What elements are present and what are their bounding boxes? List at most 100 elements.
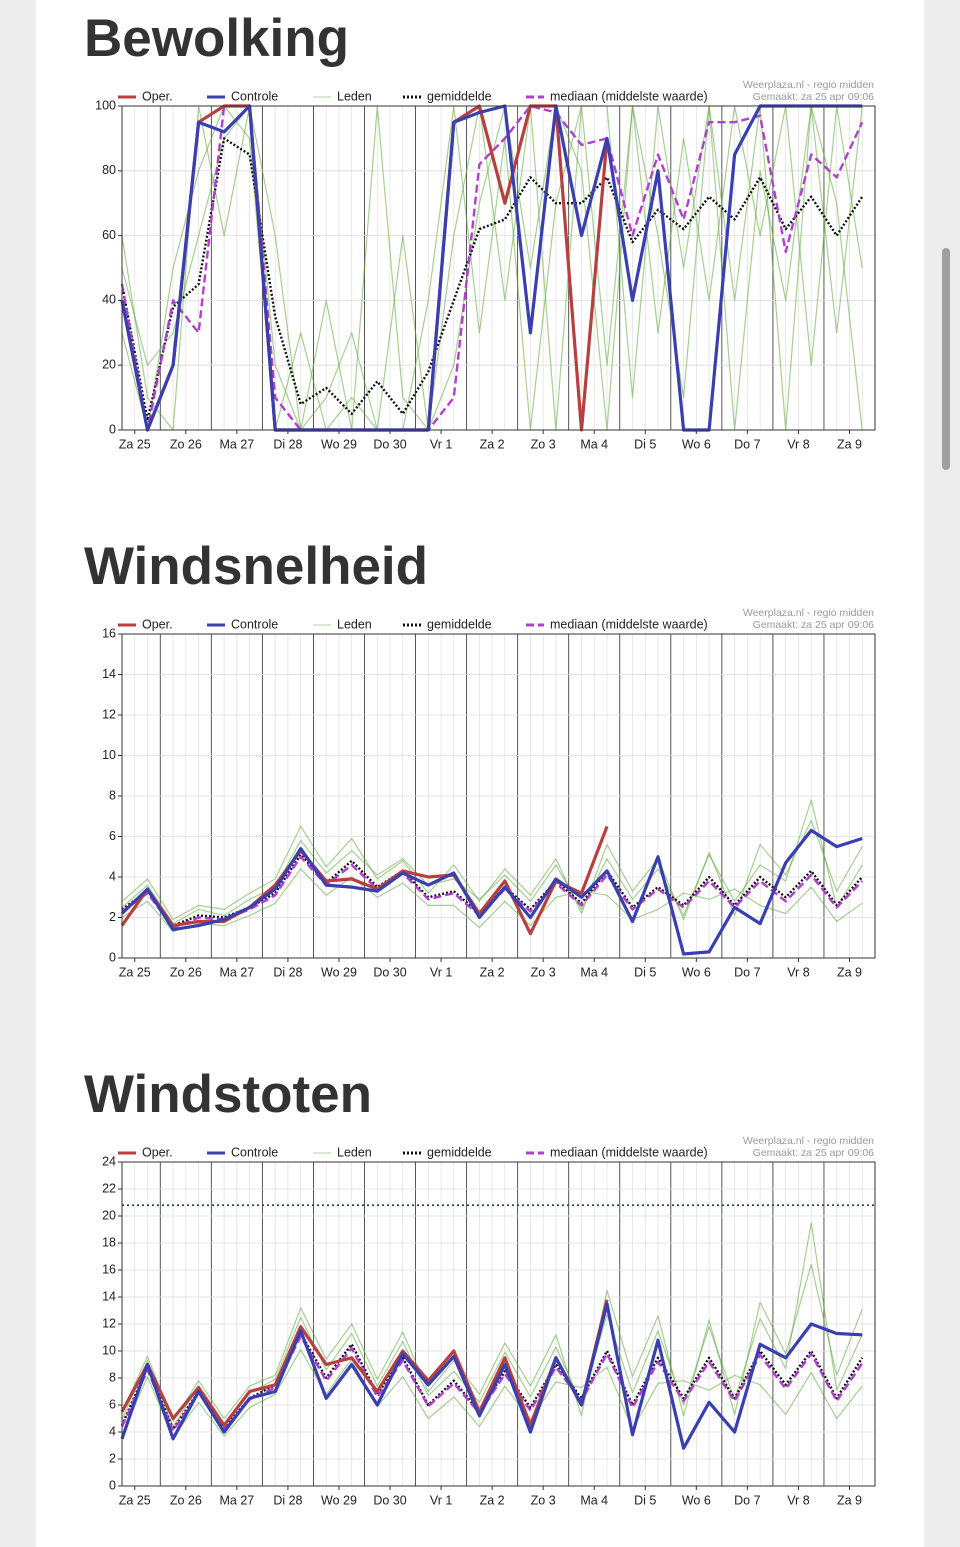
y-tick-label: 18 — [102, 1235, 116, 1249]
series-line — [120, 1302, 863, 1450]
y-tick-label: 2 — [109, 910, 116, 924]
x-tick-label: Do 30 — [373, 437, 406, 451]
x-tick-label: Za 9 — [837, 437, 862, 451]
y-tick-label: 60 — [102, 228, 116, 242]
member-line — [121, 1264, 863, 1422]
y-tick-label: 8 — [109, 1370, 116, 1384]
series-line — [120, 137, 864, 422]
legend-label: Controle — [231, 89, 278, 103]
series-line — [120, 825, 609, 936]
x-tick-label: Do 7 — [734, 437, 760, 451]
legend-label: gemiddelde — [427, 1145, 492, 1159]
y-tick-label: 4 — [109, 869, 116, 883]
x-tick-label: Za 2 — [480, 1493, 505, 1507]
x-tick-label: Za 25 — [119, 965, 151, 979]
legend-label: Oper. — [142, 1145, 173, 1159]
x-tick-label: Do 7 — [734, 965, 760, 979]
source-label: Weerplaza.nl - regio midden — [743, 1135, 874, 1147]
plot-frame — [121, 633, 876, 959]
x-tick-label: Za 25 — [119, 437, 151, 451]
member-line — [121, 105, 863, 431]
legend-label: Controle — [231, 617, 278, 631]
legend-label: Leden — [337, 89, 372, 103]
x-tick-label: Za 9 — [837, 1493, 862, 1507]
y-tick-label: 16 — [102, 1262, 116, 1276]
chart: Bewolking Weerplaza.nl - regio middenGema… — [84, 9, 876, 451]
x-tick-label: Zo 26 — [170, 1493, 202, 1507]
x-tick-label: Vr 8 — [787, 1493, 810, 1507]
y-tick-label: 22 — [102, 1181, 116, 1195]
x-tick-label: Di 28 — [273, 1493, 302, 1507]
legend-label: Leden — [337, 1145, 372, 1159]
source-label: Weerplaza.nl - regio midden — [743, 607, 874, 619]
x-tick-label: Zo 3 — [531, 437, 556, 451]
legend-label: mediaan (middelste waarde) — [550, 89, 708, 103]
y-tick-label: 24 — [102, 1154, 116, 1168]
x-tick-label: Ma 4 — [580, 965, 608, 979]
chart: Windsnelheid Weerplaza.nl - regio middenG… — [84, 537, 876, 979]
x-tick-label: Do 30 — [373, 1493, 406, 1507]
x-tick-label: Ma 4 — [580, 437, 608, 451]
x-tick-label: Do 30 — [373, 965, 406, 979]
member-line — [121, 1349, 863, 1438]
y-tick-label: 6 — [109, 1397, 116, 1411]
x-tick-label: Wo 29 — [321, 965, 357, 979]
series-line — [120, 1299, 609, 1427]
plot-area — [122, 106, 875, 430]
made-label: Gemaakt: za 25 apr 09:06 — [753, 1147, 875, 1159]
scrollbar[interactable] — [942, 248, 950, 470]
y-tick-label: 8 — [109, 788, 116, 802]
y-tick-label: 80 — [102, 163, 116, 177]
y-tick-label: 10 — [102, 748, 116, 762]
x-tick-label: Ma 27 — [219, 437, 254, 451]
legend-label: Leden — [337, 617, 372, 631]
x-tick-label: Zo 3 — [531, 1493, 556, 1507]
y-tick-label: 12 — [102, 1316, 116, 1330]
x-tick-label: Di 5 — [634, 965, 656, 979]
y-tick-label: 6 — [109, 829, 116, 843]
x-tick-label: Vr 1 — [430, 1493, 453, 1507]
chart-title: Bewolking — [84, 9, 349, 68]
legend-label: gemiddelde — [427, 89, 492, 103]
y-tick-label: 16 — [102, 626, 116, 640]
y-tick-label: 40 — [102, 293, 116, 307]
x-tick-label: Za 2 — [480, 965, 505, 979]
series-line — [120, 104, 863, 432]
legend-label: Controle — [231, 1145, 278, 1159]
chart-title: Windstoten — [84, 1065, 372, 1124]
legend-label: Oper. — [142, 89, 173, 103]
x-tick-label: Di 5 — [634, 437, 656, 451]
x-tick-label: Zo 3 — [531, 965, 556, 979]
member-line — [121, 868, 863, 933]
legend-label: mediaan (middelste waarde) — [550, 617, 708, 631]
legend-label: Oper. — [142, 617, 173, 631]
y-tick-label: 0 — [109, 1478, 116, 1492]
x-tick-label: Za 9 — [837, 965, 862, 979]
x-tick-label: Wo 6 — [682, 1493, 711, 1507]
x-tick-label: Di 28 — [273, 437, 302, 451]
x-tick-label: Di 5 — [634, 1493, 656, 1507]
y-tick-label: 0 — [109, 422, 116, 436]
series-line — [120, 828, 863, 956]
y-tick-label: 2 — [109, 1451, 116, 1465]
y-tick-label: 20 — [102, 1208, 116, 1222]
x-tick-label: Vr 8 — [787, 437, 810, 451]
y-tick-label: 4 — [109, 1424, 116, 1438]
x-tick-label: Vr 1 — [430, 965, 453, 979]
made-label: Gemaakt: za 25 apr 09:06 — [753, 91, 875, 103]
plot-frame — [121, 105, 876, 431]
x-tick-label: Vr 8 — [787, 965, 810, 979]
chart-title: Windsnelheid — [84, 537, 428, 596]
x-tick-label: Wo 29 — [321, 437, 357, 451]
y-tick-label: 14 — [102, 1289, 116, 1303]
x-tick-label: Wo 29 — [321, 1493, 357, 1507]
x-tick-label: Za 2 — [480, 437, 505, 451]
x-tick-label: Zo 26 — [170, 437, 202, 451]
x-tick-label: Do 7 — [734, 1493, 760, 1507]
x-tick-label: Wo 6 — [682, 437, 711, 451]
source-label: Weerplaza.nl - regio midden — [743, 79, 874, 91]
y-tick-label: 0 — [109, 950, 116, 964]
y-tick-label: 12 — [102, 707, 116, 721]
